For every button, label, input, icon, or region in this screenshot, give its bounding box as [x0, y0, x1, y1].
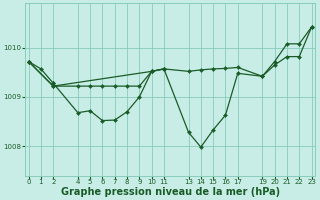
X-axis label: Graphe pression niveau de la mer (hPa): Graphe pression niveau de la mer (hPa): [60, 187, 280, 197]
